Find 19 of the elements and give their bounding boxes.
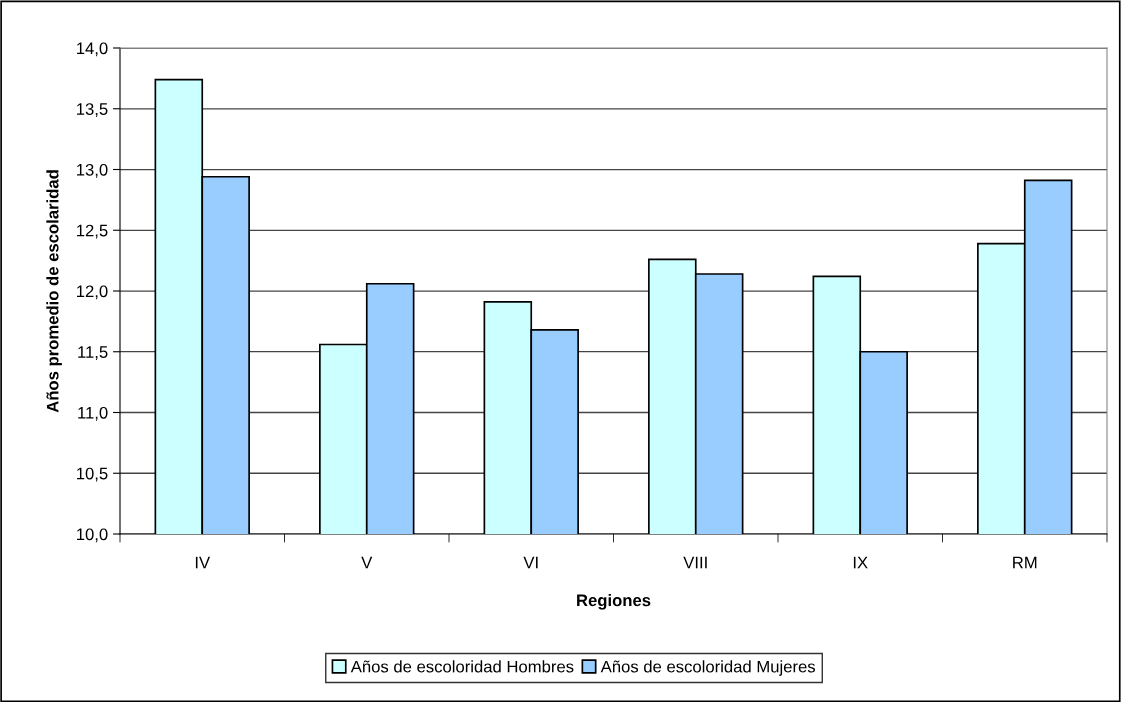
x-tick-label: VIII <box>683 556 707 569</box>
y-tick-label: 14,0 <box>77 42 108 57</box>
y-tick-label: 13,0 <box>77 163 108 178</box>
y-tick-label: 11,0 <box>78 406 108 421</box>
y-tick-label: 12,5 <box>77 224 108 239</box>
x-tick-label: V <box>361 556 373 569</box>
x-tick-label: IV <box>195 556 211 569</box>
x-tick-label: IX <box>853 556 868 569</box>
legend-label: Años de escoloridad Hombres <box>350 660 574 673</box>
y-tick-label: 12,0 <box>77 285 108 300</box>
y-tick-label: 10,5 <box>77 467 108 482</box>
x-tick-label: RM <box>1013 556 1037 569</box>
y-axis-title: Años promedio de escolaridad <box>46 170 62 413</box>
y-tick-label: 10,0 <box>77 528 108 543</box>
x-tick-label: VI <box>523 556 538 569</box>
x-axis-title: Regiones <box>577 593 651 610</box>
y-tick-label: 13,5 <box>77 103 108 117</box>
legend-label: Años de escoloridad Mujeres <box>600 660 816 676</box>
y-tick-label: 11,5 <box>78 346 108 360</box>
